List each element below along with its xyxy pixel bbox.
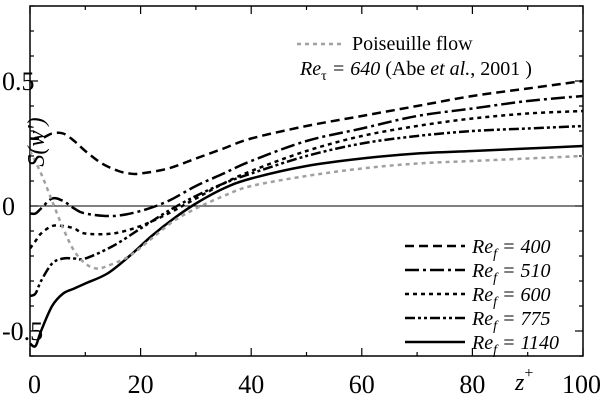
series-line-3	[30, 124, 583, 298]
x-tick-label: 0	[28, 370, 41, 399]
y-tick-label: -0.5	[2, 317, 43, 346]
legend-top: Poiseuille flow Reτ = 640 (Abe et al., 2…	[297, 33, 532, 84]
x-axis-label: z+	[514, 365, 533, 396]
y-axis-label: S(w')	[24, 117, 50, 166]
legend-label-abe: Reτ = 640 (Abe et al., 2001 )	[299, 58, 532, 84]
tick-labels: 0 20 40 60 80 100 -0.5 0 0.5	[2, 67, 601, 399]
legend-label: Ref = 510	[471, 260, 550, 286]
x-axis-label-sup: +	[524, 365, 533, 382]
legend-label: Ref = 775	[471, 308, 550, 334]
series-line-2	[30, 109, 583, 250]
legend-label-poiseuille: Poiseuille flow	[352, 33, 473, 55]
series-line-1	[30, 94, 583, 218]
legend-label: Ref = 1140	[471, 332, 559, 358]
legend-label: Ref = 400	[471, 236, 550, 262]
x-tick-label: 20	[128, 370, 154, 399]
series-line-5	[30, 150, 583, 270]
x-tick-label: 80	[459, 370, 485, 399]
x-tick-label: 60	[349, 370, 375, 399]
series-line-4	[30, 144, 583, 348]
x-tick-label: 40	[238, 370, 264, 399]
series-layer	[30, 79, 583, 348]
legend-label: Ref = 600	[471, 284, 550, 310]
y-tick-label: 0.5	[2, 67, 35, 96]
x-tick-label: 100	[562, 370, 601, 399]
axis-ticks	[29, 5, 584, 357]
y-tick-label: 0	[2, 192, 15, 221]
series-line-0	[30, 79, 583, 176]
